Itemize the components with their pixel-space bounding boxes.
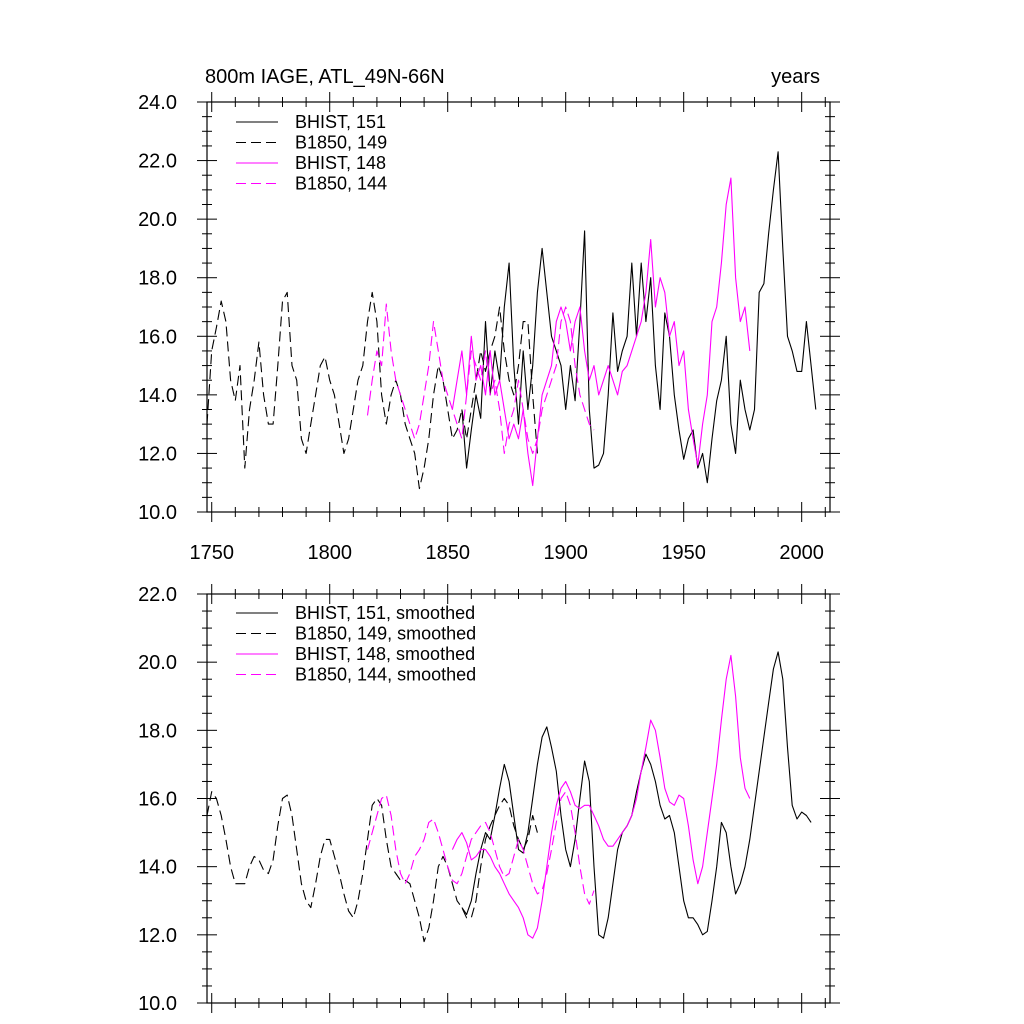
series-line-bhist-148-smoothed [451,654,751,939]
x-tick-label: 1950 [661,542,706,564]
y-tick-label: 18.0 [138,720,177,742]
panel-title-left: 800m IAGE, ATL_49N-66N [205,66,445,88]
y-tick-label: 16.0 [138,326,177,348]
y-tick-label: 24.0 [138,92,177,114]
legend-label: BHIST, 151 [295,112,386,132]
x-tick-label: 1900 [543,542,588,564]
series-line-bhist-151-smoothed [461,651,812,939]
x-axis-ticks: 1750 1800 1850 1900 1950 2000 [189,92,826,564]
x-tick-label: 1750 [189,542,234,564]
series-line-bhist-151 [461,151,817,484]
x-tick-label: 1800 [307,542,352,564]
y-axis-ticks: 10.0 12.0 14.0 16.0 18.0 20.0 22.0 24.0 [138,92,840,524]
y-tick-label: 22.0 [138,584,177,606]
y-tick-label: 14.0 [138,857,177,879]
legend-label: B1850, 144, smoothed [295,665,476,685]
panel-title-right: years [771,66,820,88]
legend-label: BHIST, 148, smoothed [295,644,475,664]
legend-label: B1850, 149, smoothed [295,624,476,644]
y-tick-label: 12.0 [138,443,177,465]
y-tick-label: 14.0 [138,385,177,407]
series-line-bhist-148 [451,177,751,487]
x-tick-label: 2000 [779,542,824,564]
y-tick-label: 10.0 [138,993,177,1015]
y-tick-label: 20.0 [138,652,177,674]
legend-label: B1850, 144 [295,174,387,194]
x-tick-label: 1850 [425,542,470,564]
legend-label: BHIST, 148 [295,153,386,173]
y-tick-label: 22.0 [138,151,177,173]
y-tick-label: 18.0 [138,268,177,290]
y-tick-label: 10.0 [138,502,177,524]
y-axis-ticks: 10.0 12.0 14.0 16.0 18.0 20.0 22.0 [138,584,840,1015]
y-tick-label: 12.0 [138,925,177,947]
series-line-b1850-149-smoothed [206,791,538,943]
legend-label: B1850, 149 [295,133,387,153]
series-line-b1850-144-smoothed [366,791,595,905]
x-axis-ticks [211,584,826,1013]
top-panel: 1750 1800 1850 1900 1950 2000 10.0 12.0 14.0 16.0… [138,92,840,564]
y-tick-label: 20.0 [138,209,177,231]
y-tick-label: 16.0 [138,789,177,811]
bottom-panel: 10.0 12.0 14.0 16.0 18.0 20.0 22.0 BHIST, 151, … [138,584,840,1015]
series-line-b1850-149 [206,291,538,490]
series-line-b1850-144 [366,303,595,454]
legend-label: BHIST, 151, smoothed [295,603,475,623]
